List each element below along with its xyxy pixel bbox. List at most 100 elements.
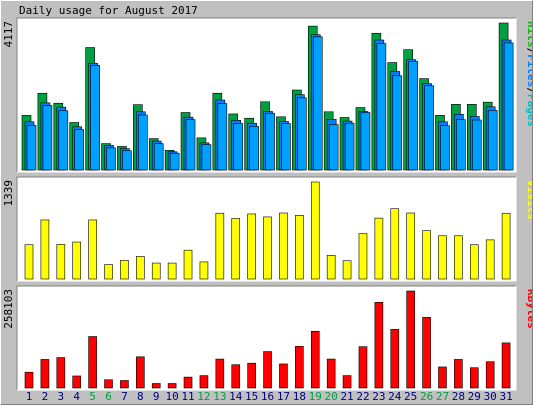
bar-pages-day-21 [344, 122, 355, 171]
bar-kbytes-day-30 [485, 361, 495, 389]
legend-separator: / [525, 48, 532, 55]
legend-item-kbytes: KBytes [525, 289, 532, 329]
bar-visits-day-23 [374, 217, 384, 280]
bar-pages-day-14 [233, 123, 244, 171]
bar-kbytes-day-6 [104, 379, 113, 389]
bar-visits-day-9 [151, 262, 161, 280]
day-label-8: 8 [137, 390, 144, 403]
bar-pages-day-25 [408, 61, 418, 171]
bar-kbytes-day-31 [501, 342, 511, 389]
plot-border-shadow [16, 176, 516, 281]
bar-visits-day-22 [358, 233, 368, 280]
bar-pages-day-22 [360, 112, 371, 171]
bar-kbytes-day-16 [263, 351, 272, 389]
day-label-30: 30 [484, 390, 497, 403]
day-label-26: 26 [420, 390, 433, 403]
legend: Hits/Files/Pages [525, 21, 532, 127]
bar-visits-day-28 [454, 235, 463, 280]
chart-panels: 4117Hits/Files/Pages1339Visits258103KByt… [2, 17, 532, 391]
day-label-4: 4 [73, 390, 80, 403]
bar-pages-day-16 [265, 112, 275, 171]
bar-visits-day-31 [501, 212, 511, 280]
bar-kbytes-day-21 [342, 375, 352, 389]
bar-kbytes-day-14 [231, 364, 241, 389]
bars-hits-files-pages [21, 22, 514, 171]
plot-border-shadow [16, 17, 516, 172]
bar-visits-day-10 [167, 262, 177, 280]
bar-visits-day-18 [295, 215, 304, 280]
bar-kbytes-day-26 [422, 317, 431, 389]
day-label-22: 22 [356, 390, 369, 403]
bar-pages-day-12 [201, 144, 212, 171]
plot-border-highlight [17, 177, 517, 282]
bar-visits-day-13 [215, 212, 225, 280]
bar-visits-day-30 [485, 239, 495, 280]
bar-pages-day-29 [471, 119, 482, 171]
day-label-9: 9 [153, 390, 160, 403]
bar-pages-day-19 [312, 36, 323, 171]
bar-pages-day-8 [138, 114, 148, 171]
bar-kbytes-day-8 [136, 356, 145, 389]
bar-visits-day-2 [40, 219, 50, 280]
bar-kbytes-day-20 [326, 358, 336, 389]
day-label-24: 24 [388, 390, 402, 403]
day-label-7: 7 [121, 390, 128, 403]
bar-visits-day-25 [406, 212, 415, 280]
bar-kbytes-day-28 [454, 359, 463, 389]
bar-kbytes-day-18 [295, 345, 304, 389]
day-label-13: 13 [213, 390, 226, 403]
bar-pages-day-13 [217, 103, 228, 171]
plot-border-highlight [17, 286, 517, 391]
bar-pages-day-17 [281, 123, 291, 171]
bar-pages-day-24 [392, 75, 403, 171]
bar-kbytes-day-13 [215, 358, 225, 389]
day-label-12: 12 [197, 390, 210, 403]
day-label-11: 11 [181, 390, 194, 403]
legend-item-visits: Visits [525, 180, 532, 220]
day-label-18: 18 [293, 390, 306, 403]
bar-pages-day-4 [74, 129, 85, 171]
bar-visits-day-8 [136, 256, 145, 280]
bar-kbytes-day-29 [469, 367, 479, 389]
legend-separator: / [525, 87, 532, 94]
bar-pages-day-9 [153, 143, 164, 171]
bar-kbytes-day-25 [406, 290, 415, 389]
bar-kbytes-day-24 [390, 329, 400, 389]
bar-pages-day-26 [424, 85, 434, 171]
day-label-25: 25 [404, 390, 417, 403]
bar-pages-day-31 [503, 42, 514, 171]
plot-border-highlight [17, 18, 517, 173]
day-label-21: 21 [340, 390, 353, 403]
bar-visits-day-12 [199, 261, 209, 280]
bar-kbytes-day-15 [247, 362, 256, 389]
day-label-1: 1 [26, 390, 33, 403]
bar-visits-day-7 [120, 260, 129, 280]
bar-kbytes-day-23 [374, 302, 384, 389]
bar-kbytes-day-1 [24, 371, 34, 389]
legend-item-hits: Hits [525, 21, 532, 48]
bar-visits-day-21 [342, 260, 352, 280]
day-label-16: 16 [261, 390, 274, 403]
bar-pages-day-7 [122, 150, 132, 171]
bar-visits-day-16 [263, 216, 272, 280]
bar-pages-day-5 [90, 65, 100, 171]
day-labels: 1 2 3 4 5 6 7 8 9 10 11 12 13 14 15 16 17 18 19 20 21 22 23 24 2… [26, 390, 513, 403]
bar-kbytes-day-9 [151, 383, 161, 389]
bars-visits [24, 181, 511, 280]
y-max-label: 1339 [2, 180, 15, 207]
bar-pages-day-1 [26, 125, 37, 171]
bar-visits-day-3 [56, 244, 66, 280]
bar-kbytes-day-2 [40, 359, 50, 389]
plot-border-shadow [16, 285, 516, 390]
day-label-23: 23 [372, 390, 385, 403]
bar-pages-day-6 [106, 147, 116, 171]
day-label-15: 15 [245, 390, 258, 403]
bar-kbytes-day-4 [72, 375, 82, 389]
day-label-20: 20 [325, 390, 338, 403]
bar-visits-day-17 [279, 212, 288, 280]
bar-visits-day-19 [310, 181, 320, 280]
day-label-14: 14 [229, 390, 243, 403]
bars-kbytes [24, 290, 511, 389]
